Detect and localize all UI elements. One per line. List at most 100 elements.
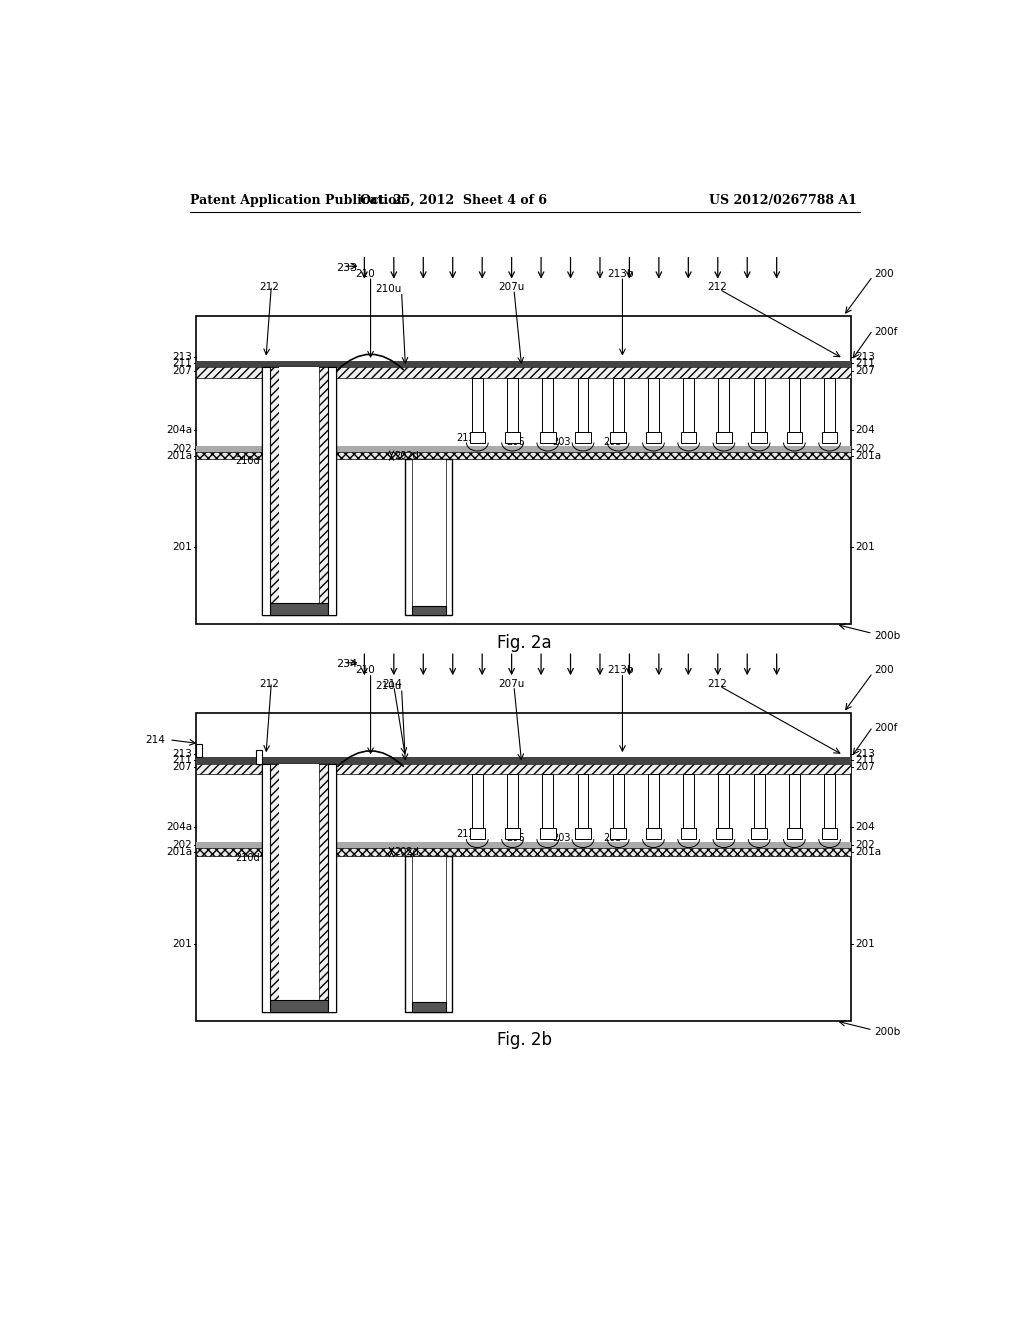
Bar <box>824 378 835 433</box>
Bar <box>683 775 694 830</box>
Bar <box>540 829 555 840</box>
Text: 200: 200 <box>874 665 894 676</box>
Text: 206: 206 <box>506 833 524 843</box>
Text: 213: 213 <box>855 748 874 759</box>
Bar <box>681 432 696 442</box>
Bar <box>543 775 553 830</box>
Text: Fig. 2a: Fig. 2a <box>498 635 552 652</box>
Text: 210d: 210d <box>236 455 260 466</box>
Text: 211: 211 <box>172 755 193 764</box>
Text: ~213s: ~213s <box>271 780 303 791</box>
Text: 213: 213 <box>172 748 193 759</box>
Bar <box>505 829 520 840</box>
Text: 211: 211 <box>172 358 193 368</box>
Text: 233: 233 <box>336 263 356 273</box>
Text: 207u: 207u <box>499 678 525 689</box>
Bar <box>262 367 270 615</box>
Bar <box>786 829 802 840</box>
Text: ~210a: ~210a <box>271 833 304 843</box>
Text: Patent Application Publication: Patent Application Publication <box>190 194 406 207</box>
Bar <box>754 775 765 830</box>
Bar <box>716 432 732 442</box>
Bar <box>788 775 800 830</box>
Text: Oct. 25, 2012  Sheet 4 of 6: Oct. 25, 2012 Sheet 4 of 6 <box>360 194 547 207</box>
Text: 213b: 213b <box>607 269 634 279</box>
Bar <box>197 360 851 367</box>
Text: 201: 201 <box>855 939 874 949</box>
Bar <box>752 432 767 442</box>
Bar <box>412 1002 445 1011</box>
Text: 206: 206 <box>506 437 524 446</box>
Text: 204: 204 <box>855 822 874 832</box>
Bar <box>716 829 732 840</box>
Text: 214: 214 <box>382 678 402 689</box>
Bar <box>610 432 626 442</box>
Bar <box>575 432 591 442</box>
Text: 210f: 210f <box>417 516 439 527</box>
Text: 202: 202 <box>173 444 193 454</box>
Text: 201a: 201a <box>855 847 881 857</box>
Bar <box>270 1001 328 1011</box>
Bar <box>612 775 624 830</box>
Bar <box>197 849 851 857</box>
Bar <box>822 432 838 442</box>
Bar <box>262 763 270 1011</box>
Bar <box>543 378 553 433</box>
Bar <box>646 829 662 840</box>
Text: 210f: 210f <box>417 912 439 923</box>
Text: 210w: 210w <box>416 960 442 970</box>
Text: ~210b: ~210b <box>271 979 304 990</box>
Bar <box>472 775 482 830</box>
Text: 200f: 200f <box>874 723 898 733</box>
Bar <box>612 378 624 433</box>
Text: 234: 234 <box>336 659 357 669</box>
Bar <box>824 775 835 830</box>
Bar <box>505 432 520 442</box>
Bar <box>719 378 729 433</box>
Text: Fig. 2b: Fig. 2b <box>498 1031 552 1049</box>
Text: 200: 200 <box>874 269 894 279</box>
Bar <box>197 842 851 849</box>
Bar <box>578 775 589 830</box>
Text: 203: 203 <box>553 833 571 843</box>
Text: 214: 214 <box>145 735 165 744</box>
Bar <box>646 432 662 442</box>
Text: ~213a: ~213a <box>278 945 310 954</box>
Text: 210: 210 <box>355 665 375 676</box>
Text: 211: 211 <box>855 358 874 368</box>
Text: 201: 201 <box>855 543 874 552</box>
Bar <box>197 446 851 451</box>
Bar <box>412 606 445 615</box>
Text: 201a: 201a <box>855 450 881 461</box>
Text: 212: 212 <box>260 282 280 292</box>
Text: 202: 202 <box>855 444 874 454</box>
Text: 213u: 213u <box>456 829 480 840</box>
Bar <box>683 378 694 433</box>
Text: 212: 212 <box>260 678 280 689</box>
Bar <box>197 367 851 378</box>
Bar <box>262 763 336 1011</box>
Bar <box>575 829 591 840</box>
Bar <box>786 432 802 442</box>
Bar <box>197 451 851 459</box>
Text: 204a: 204a <box>166 425 193 436</box>
Text: 201: 201 <box>173 939 193 949</box>
Bar <box>648 775 658 830</box>
Text: 205: 205 <box>603 833 622 843</box>
Bar <box>197 743 203 758</box>
Bar <box>197 317 851 624</box>
Bar <box>270 603 328 615</box>
Text: 210u: 210u <box>375 681 401 690</box>
Text: 210w: 210w <box>416 564 442 573</box>
Bar <box>328 367 336 615</box>
Bar <box>328 763 336 1011</box>
Bar <box>578 378 589 433</box>
Bar <box>681 829 696 840</box>
Bar <box>754 378 765 433</box>
Text: 210u: 210u <box>375 284 401 294</box>
Bar <box>470 432 485 442</box>
Text: US 2012/0267788 A1: US 2012/0267788 A1 <box>709 194 856 207</box>
Text: ~210a: ~210a <box>271 437 304 446</box>
Text: 213b: 213b <box>607 665 634 676</box>
Text: 211: 211 <box>855 755 874 764</box>
